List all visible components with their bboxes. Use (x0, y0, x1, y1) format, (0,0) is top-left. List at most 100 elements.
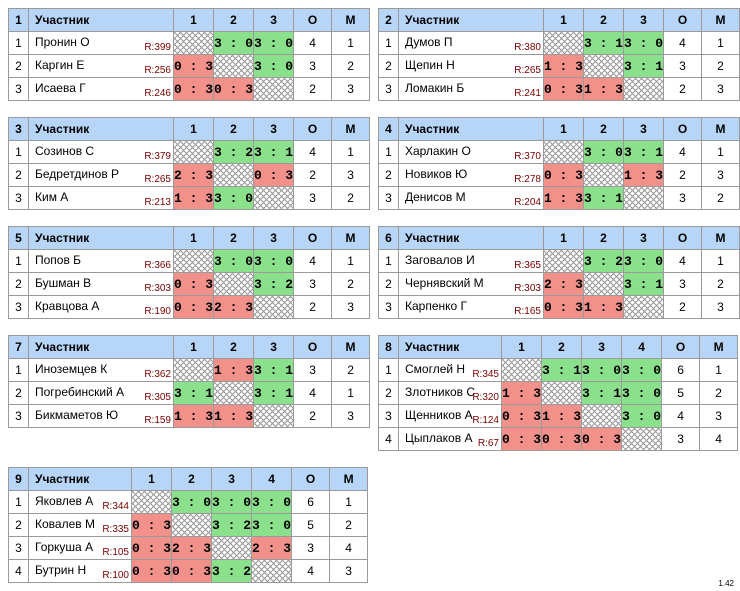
player-points: 2 (293, 77, 333, 101)
match-result-win: 3 : 1 (622, 272, 665, 296)
player-cell: Бедретдинов Р R:265 (28, 163, 174, 187)
match-result-win: 3 : 2 (211, 559, 253, 583)
header-opponent-index: 1 (542, 8, 584, 32)
header-opponent-index: 1 (500, 335, 543, 359)
player-points: 5 (661, 381, 701, 405)
header-opponent-index: 3 (211, 467, 253, 491)
player-rating: R:344 (102, 501, 129, 512)
row-index: 2 (8, 54, 29, 78)
self-match-cell (622, 186, 665, 210)
player-rating: R:380 (514, 42, 541, 53)
player-cell: Горкуша А R:105 (28, 536, 132, 560)
player-rating: R:303 (144, 283, 171, 294)
row-index: 2 (378, 272, 399, 296)
player-place: 1 (699, 358, 739, 382)
match-result-win: 3 : 1 (253, 140, 295, 164)
header-opponent-index: 3 (581, 335, 623, 359)
match-result-win: 3 : 0 (582, 140, 624, 164)
match-result-win: 3 : 1 (172, 381, 215, 405)
player-cell: Бутрин Н R:100 (28, 559, 132, 583)
row-index: 1 (378, 249, 399, 273)
match-result-loss: 2 : 3 (251, 536, 293, 560)
player-name: Каргин Е (35, 58, 85, 72)
match-result-loss: 0 : 3 (130, 513, 173, 537)
header-points: О (663, 226, 702, 250)
match-result-win: 3 : 0 (621, 404, 663, 428)
match-result-loss: 1 : 3 (542, 54, 584, 78)
header-participant: Участник (28, 8, 174, 32)
player-place: 4 (329, 536, 369, 560)
self-match-cell (172, 358, 215, 382)
self-match-cell (172, 31, 215, 55)
header-opponent-index: 1 (172, 117, 215, 141)
self-match-cell (253, 295, 295, 319)
player-points: 3 (663, 272, 702, 296)
player-rating: R:190 (144, 306, 171, 317)
match-result-win: 3 : 0 (581, 358, 623, 382)
group-number: 2 (378, 8, 399, 32)
player-name: Цыплаков А (405, 431, 473, 445)
header-place: М (331, 8, 371, 32)
player-place: 2 (329, 513, 369, 537)
header-place: М (700, 226, 740, 250)
player-rating: R:124 (472, 415, 499, 426)
self-match-cell (253, 186, 295, 210)
row-index: 4 (378, 427, 399, 451)
row-index: 1 (378, 358, 399, 382)
match-result-win: 3 : 2 (582, 249, 624, 273)
match-result-loss: 2 : 3 (171, 536, 213, 560)
match-result-loss: 1 : 3 (213, 358, 255, 382)
match-result-win: 3 : 1 (582, 31, 624, 55)
match-result-win: 3 : 2 (211, 513, 253, 537)
player-name: Пронин О (35, 35, 90, 49)
player-place: 2 (700, 272, 740, 296)
row-index: 2 (378, 381, 399, 405)
player-place: 1 (700, 249, 740, 273)
player-rating: R:165 (514, 306, 541, 317)
match-result-win: 3 : 1 (622, 140, 665, 164)
player-rating: R:366 (144, 260, 171, 271)
row-index: 3 (8, 404, 29, 428)
match-result-win: 3 : 0 (622, 31, 665, 55)
header-opponent-index: 2 (582, 117, 624, 141)
player-place: 3 (331, 295, 371, 319)
player-name: Денисов М (404, 190, 466, 204)
header-opponent-index: 2 (582, 226, 624, 250)
player-name: Новиков Ю (404, 167, 468, 181)
player-points: 3 (293, 54, 333, 78)
header-place: М (700, 8, 740, 32)
player-cell: Пронин О R:399 (28, 31, 174, 55)
player-name: Бутрин Н (35, 563, 87, 577)
player-cell: Цыплаков А R:67 (398, 427, 502, 451)
match-result-win: 3 : 1 (582, 186, 624, 210)
header-opponent-index: 1 (172, 335, 215, 359)
header-place: М (331, 226, 371, 250)
header-opponent-index: 2 (213, 335, 255, 359)
match-result-loss: 0 : 3 (500, 404, 543, 428)
match-result-win: 3 : 1 (581, 381, 623, 405)
player-cell: Бушман В R:303 (28, 272, 174, 296)
match-result-loss: 1 : 3 (172, 404, 215, 428)
header-opponent-index: 3 (253, 335, 295, 359)
self-match-cell (130, 490, 173, 514)
player-points: 4 (663, 249, 702, 273)
header-opponent-index: 2 (213, 226, 255, 250)
player-cell: Новиков Ю R:278 (397, 163, 544, 187)
player-name: Созинов С (35, 144, 95, 158)
self-match-cell (211, 536, 253, 560)
row-index: 1 (8, 31, 29, 55)
header-points: О (663, 8, 702, 32)
row-index: 3 (8, 186, 29, 210)
player-points: 2 (293, 295, 333, 319)
player-place: 1 (331, 249, 371, 273)
